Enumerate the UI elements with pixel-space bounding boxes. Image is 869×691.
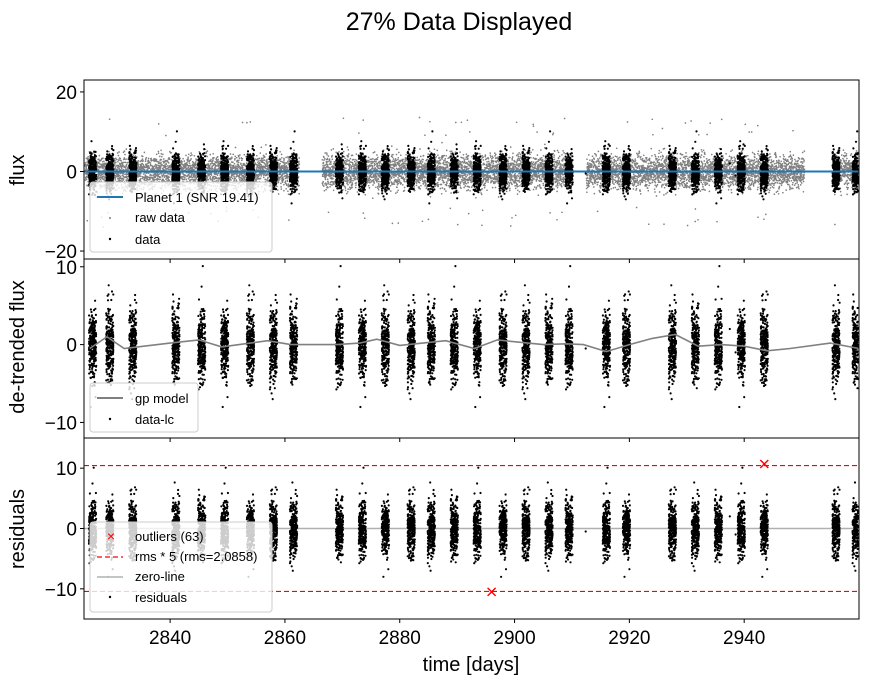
- x-axis-label: time [days]: [423, 654, 520, 676]
- outlier-marker: [759, 459, 769, 469]
- residuals-y-label: residuals: [7, 489, 29, 569]
- legend-raw-data: raw data: [135, 210, 186, 225]
- detrended-panel: −10 0 10 de-trended flux gp model data-lc: [7, 258, 860, 439]
- y-tick-label: −10: [45, 580, 77, 601]
- raw-data-legend-icon: [109, 217, 111, 219]
- x-axis-ticks: 2840 2860 2880 2900 2920 2940: [149, 259, 765, 649]
- data-legend-icon: [108, 237, 112, 241]
- data-lc-legend-icon: [108, 417, 112, 421]
- x-tick-label: 2920: [608, 628, 650, 649]
- y-tick-label: 0: [66, 520, 77, 541]
- gp-model-line: [89, 333, 860, 353]
- y-tick-label: 10: [56, 258, 77, 279]
- y-tick-label: 20: [56, 83, 77, 104]
- flux-y-ticks: −20 0 20: [45, 83, 84, 263]
- x-tick-label: 2840: [149, 628, 191, 649]
- y-tick-label: 10: [56, 459, 77, 480]
- legend-residuals: residuals: [135, 590, 188, 605]
- outlier-x-stroke: [487, 587, 497, 597]
- detrended-y-ticks: −10 0 10: [45, 258, 84, 434]
- legend-zero-line: zero-line: [135, 569, 185, 584]
- flux-legend: Planet 1 (SNR 19.41) raw data data: [89, 181, 273, 253]
- legend-outliers: outliers (63): [135, 529, 204, 544]
- flux-y-label: flux: [7, 154, 29, 185]
- data-points: [87, 130, 860, 205]
- data-lc-points: [87, 265, 860, 409]
- legend-data-lc: data-lc: [135, 412, 175, 427]
- residuals-legend-icon: [108, 595, 112, 599]
- legend-data: data: [135, 232, 161, 247]
- flux-plot-area: [84, 116, 860, 228]
- residuals-panel: −10 0 10 residuals × outliers (63) rms * 5…: [7, 437, 860, 620]
- legend-rms: rms * 5 (rms=2.0858): [135, 549, 257, 564]
- y-tick-label: −10: [45, 413, 77, 434]
- detrended-y-label: de-trended flux: [7, 280, 29, 413]
- y-tick-label: 0: [66, 336, 77, 357]
- figure-title: 27% Data Displayed: [346, 8, 573, 36]
- flux-panel: −20 0 20 flux Planet 1 (SNR 19.41) raw dat…: [7, 79, 860, 263]
- x-tick-label: 2900: [493, 628, 535, 649]
- outlier-marker: [487, 587, 497, 597]
- x-tick-label: 2860: [264, 628, 306, 649]
- residuals-y-ticks: −10 0 10: [45, 459, 84, 601]
- legend-gp-model: gp model: [135, 391, 189, 406]
- y-tick-label: −20: [45, 242, 77, 263]
- detrended-plot-area: [87, 265, 860, 409]
- y-tick-label: 0: [66, 162, 77, 183]
- x-tick-label: 2880: [379, 628, 421, 649]
- detrended-legend: gp model data-lc: [89, 382, 199, 433]
- x-tick-label: 2940: [723, 628, 765, 649]
- residuals-legend: × outliers (63) rms * 5 (rms=2.0858) zer…: [89, 521, 273, 613]
- outliers-legend-icon: ×: [107, 528, 115, 544]
- legend-planet: Planet 1 (SNR 19.41): [135, 190, 259, 205]
- outlier-x-stroke: [759, 459, 769, 469]
